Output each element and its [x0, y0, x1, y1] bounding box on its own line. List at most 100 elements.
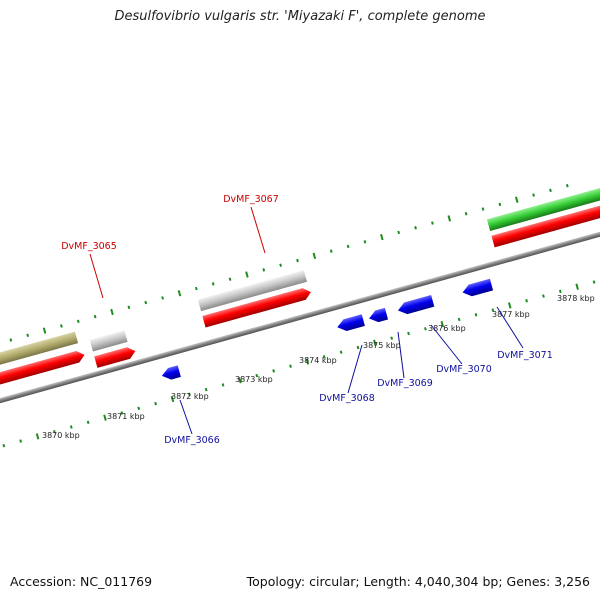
minor-tick [137, 406, 141, 411]
rna-feature[interactable] [197, 270, 308, 312]
cds-reverse-arrow[interactable] [396, 295, 435, 316]
minor-tick [296, 258, 299, 263]
minor-tick [272, 369, 276, 373]
gene-label-dvmf-3067[interactable]: DvMF_3067 [223, 194, 279, 205]
minor-tick [339, 350, 343, 354]
rna-feature[interactable] [89, 330, 128, 352]
major-tick [170, 395, 175, 403]
minor-tick [194, 286, 198, 291]
major-tick [380, 233, 384, 241]
minor-tick [211, 282, 215, 286]
cds-forward-arrow[interactable] [491, 202, 600, 248]
minor-tick [592, 280, 596, 284]
cds-reverse-arrow[interactable] [336, 314, 365, 333]
forward-tick-track [9, 183, 569, 342]
minor-tick [86, 420, 90, 425]
cds-reverse-arrow[interactable] [461, 278, 494, 299]
minor-tick [2, 444, 6, 448]
minor-tick [9, 338, 13, 342]
cds-reverse-arrow[interactable] [160, 365, 181, 381]
minor-tick [431, 221, 434, 225]
minor-tick [549, 188, 552, 193]
leader-line-reverse [496, 306, 524, 349]
minor-tick [424, 327, 427, 331]
minor-tick [498, 202, 502, 207]
minor-tick [120, 411, 124, 415]
minor-tick [397, 230, 401, 235]
minor-tick [289, 364, 292, 368]
major-tick [575, 283, 579, 290]
minor-tick [491, 308, 495, 312]
genome-backbone [0, 181, 600, 454]
gene-label-dvmf-3068[interactable]: DvMF_3068 [319, 393, 375, 404]
minor-tick [204, 387, 208, 392]
map-title: Desulfovibrio vulgaris str. 'Miyazaki F'… [114, 9, 486, 24]
minor-tick [390, 336, 394, 340]
minor-tick [19, 439, 23, 443]
minor-tick [154, 401, 157, 406]
minor-tick [221, 383, 225, 387]
tick-label: 3874 kbp [299, 356, 337, 365]
minor-tick [346, 244, 350, 249]
minor-tick [76, 319, 80, 324]
tick-label: 3877 kbp [492, 310, 530, 319]
minor-tick [69, 425, 73, 429]
major-tick [238, 377, 242, 384]
reverse-tick-track [2, 280, 596, 448]
minor-tick [93, 314, 97, 319]
cds-forward-arrow[interactable] [0, 349, 86, 399]
major-tick [177, 290, 182, 297]
minor-tick [407, 331, 410, 336]
minor-tick [255, 373, 259, 378]
minor-tick [329, 249, 333, 253]
cds-forward-arrow[interactable] [94, 345, 137, 368]
minor-tick [26, 333, 30, 338]
leader-line-reverse [397, 331, 405, 379]
minor-tick [60, 324, 63, 328]
green-feature[interactable] [486, 187, 600, 231]
cds-forward-arrow[interactable] [202, 286, 312, 328]
major-tick [35, 433, 40, 440]
major-tick [373, 339, 377, 346]
minor-tick [187, 392, 191, 396]
major-tick [312, 252, 317, 259]
label-leader-lines [89, 206, 524, 435]
minor-tick [356, 345, 360, 350]
tick-label: 3871 kbp [107, 412, 145, 421]
tick-label: 3872 kbp [171, 392, 209, 401]
accession-text: Accession: NC_011769 [10, 574, 153, 589]
leader-line-reverse [347, 344, 363, 394]
minor-tick [414, 226, 417, 230]
leader-line-forward [250, 206, 266, 254]
minor-tick [279, 263, 283, 267]
olive-feature[interactable] [0, 331, 79, 381]
tick-label: 3875 kbp [363, 341, 401, 350]
leader-line-forward [89, 253, 104, 299]
minor-tick [558, 289, 562, 294]
tick-label: 3870 kbp [42, 431, 80, 440]
gene-label-dvmf-3069[interactable]: DvMF_3069 [377, 378, 433, 389]
major-tick [42, 327, 47, 334]
major-tick [103, 414, 107, 421]
gene-label-dvmf-3070[interactable]: DvMF_3070 [436, 364, 492, 375]
major-tick [507, 302, 512, 309]
minor-tick [144, 300, 148, 305]
minor-tick [322, 355, 326, 359]
minor-tick [363, 240, 367, 244]
gene-label-dvmf-3065[interactable]: DvMF_3065 [61, 241, 117, 252]
gene-label-dvmf-3071[interactable]: DvMF_3071 [497, 350, 553, 361]
tick-label: 3876 kbp [428, 324, 466, 333]
major-tick [514, 196, 519, 203]
minor-tick [161, 296, 164, 300]
minor-tick [481, 207, 485, 211]
cds-reverse-arrow[interactable] [368, 307, 389, 324]
minor-tick [542, 294, 545, 298]
major-tick [245, 271, 249, 278]
gene-label-dvmf-3066[interactable]: DvMF_3066 [164, 435, 220, 446]
minor-tick [474, 313, 478, 317]
minor-tick [464, 212, 468, 216]
major-tick [447, 215, 452, 222]
leader-line-reverse [179, 399, 193, 435]
minor-tick [228, 277, 232, 281]
